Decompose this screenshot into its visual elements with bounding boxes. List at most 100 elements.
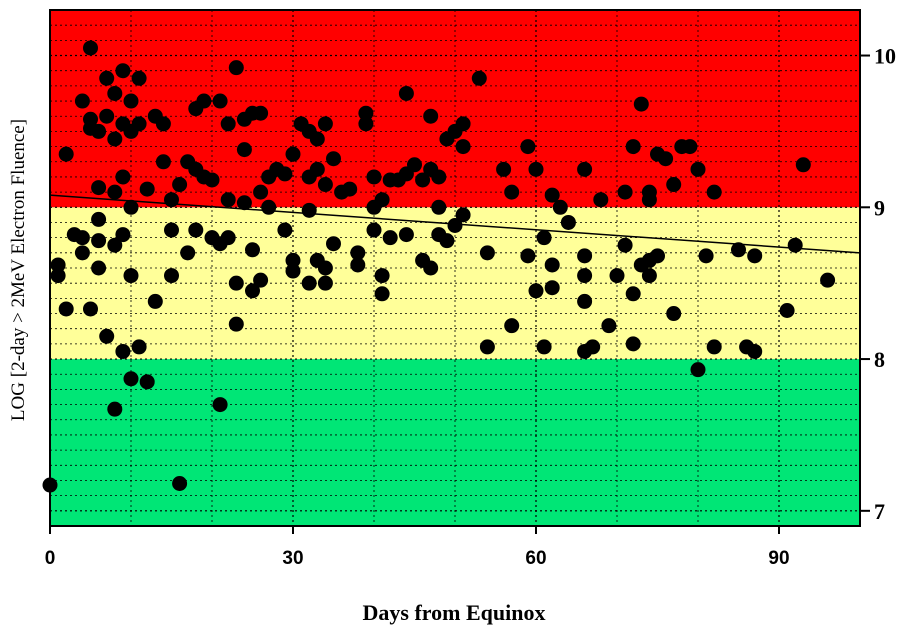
data-point (698, 248, 714, 264)
x-tick-label: 0 (45, 548, 56, 569)
data-point (147, 293, 163, 309)
data-point (447, 218, 463, 234)
data-point (326, 236, 341, 252)
data-point (690, 161, 706, 177)
data-point (155, 116, 171, 132)
data-point (50, 268, 66, 284)
data-point (91, 123, 107, 139)
data-point (666, 306, 682, 322)
data-point (91, 211, 107, 227)
data-point (172, 476, 188, 492)
data-point (544, 280, 560, 296)
data-point (253, 184, 269, 200)
data-point (496, 161, 512, 177)
data-point (625, 139, 641, 155)
data-point (625, 336, 641, 352)
data-point (317, 275, 333, 291)
data-point (220, 230, 236, 246)
data-point (99, 70, 115, 86)
data-point (690, 362, 706, 378)
data-point (309, 131, 325, 147)
data-point (180, 245, 196, 261)
data-point (601, 318, 617, 334)
data-point (593, 192, 609, 208)
data-point (528, 283, 544, 299)
data-point (471, 70, 487, 86)
data-point (382, 230, 398, 246)
data-point (196, 93, 212, 109)
data-point (479, 245, 495, 261)
data-point (139, 374, 155, 390)
data-point (326, 151, 341, 167)
data-point (374, 192, 390, 208)
data-point (301, 202, 317, 218)
data-point (350, 257, 366, 273)
data-point (253, 272, 269, 288)
data-point (479, 339, 495, 355)
data-point (188, 222, 204, 238)
data-point (123, 93, 139, 109)
x-tick-label: 60 (525, 548, 546, 569)
y-tick-label: 7 (874, 499, 885, 524)
data-point (204, 172, 220, 188)
data-point (455, 139, 471, 155)
plot-frame (49, 9, 861, 527)
data-point (366, 169, 382, 185)
data-point (212, 93, 228, 109)
data-point (747, 248, 763, 264)
data-point (407, 157, 422, 173)
data-point (115, 169, 131, 185)
y-axis-title: LOG [2-day > 2MeV Electron Fluence] (8, 119, 29, 421)
data-point (585, 339, 601, 355)
data-point (228, 316, 244, 332)
y-tick-label: 10 (874, 44, 896, 69)
axis-ticks: 0 30 60 90 7 8 9 10 (45, 44, 896, 569)
data-point (431, 169, 447, 185)
data-point (520, 248, 536, 264)
data-point (107, 131, 123, 147)
data-point (682, 139, 698, 155)
data-point (131, 70, 147, 86)
data-point (317, 177, 333, 193)
data-point (358, 116, 374, 132)
data-point (552, 199, 568, 215)
data-point (374, 268, 390, 284)
data-points (42, 40, 836, 493)
data-point (787, 237, 803, 253)
data-point (666, 177, 682, 193)
x-axis-title: Days from Equinox (363, 600, 546, 625)
data-point (155, 154, 171, 170)
data-point (123, 199, 139, 215)
data-point (358, 105, 374, 121)
data-point (107, 237, 123, 253)
data-point (641, 192, 657, 208)
data-point (123, 371, 139, 387)
data-point (795, 157, 811, 173)
data-point (228, 60, 244, 76)
data-point (236, 195, 252, 211)
band-2 (50, 10, 860, 208)
data-point (423, 260, 439, 276)
data-point (285, 263, 301, 279)
y-tick-label: 8 (874, 347, 885, 372)
data-point (317, 260, 333, 276)
data-point (277, 166, 293, 182)
data-point (115, 227, 131, 243)
data-point (577, 268, 593, 284)
x-tick-label: 90 (768, 548, 789, 569)
data-point (374, 286, 390, 302)
data-point (706, 184, 722, 200)
data-point (58, 146, 74, 162)
data-point (131, 339, 147, 355)
data-point (212, 397, 228, 413)
data-point (236, 142, 252, 158)
data-point (277, 222, 293, 238)
data-point (245, 242, 260, 258)
data-point (83, 301, 98, 317)
data-point (544, 257, 560, 273)
data-point (172, 177, 188, 193)
data-point (625, 286, 641, 302)
data-point (115, 63, 131, 79)
data-point (617, 237, 633, 253)
